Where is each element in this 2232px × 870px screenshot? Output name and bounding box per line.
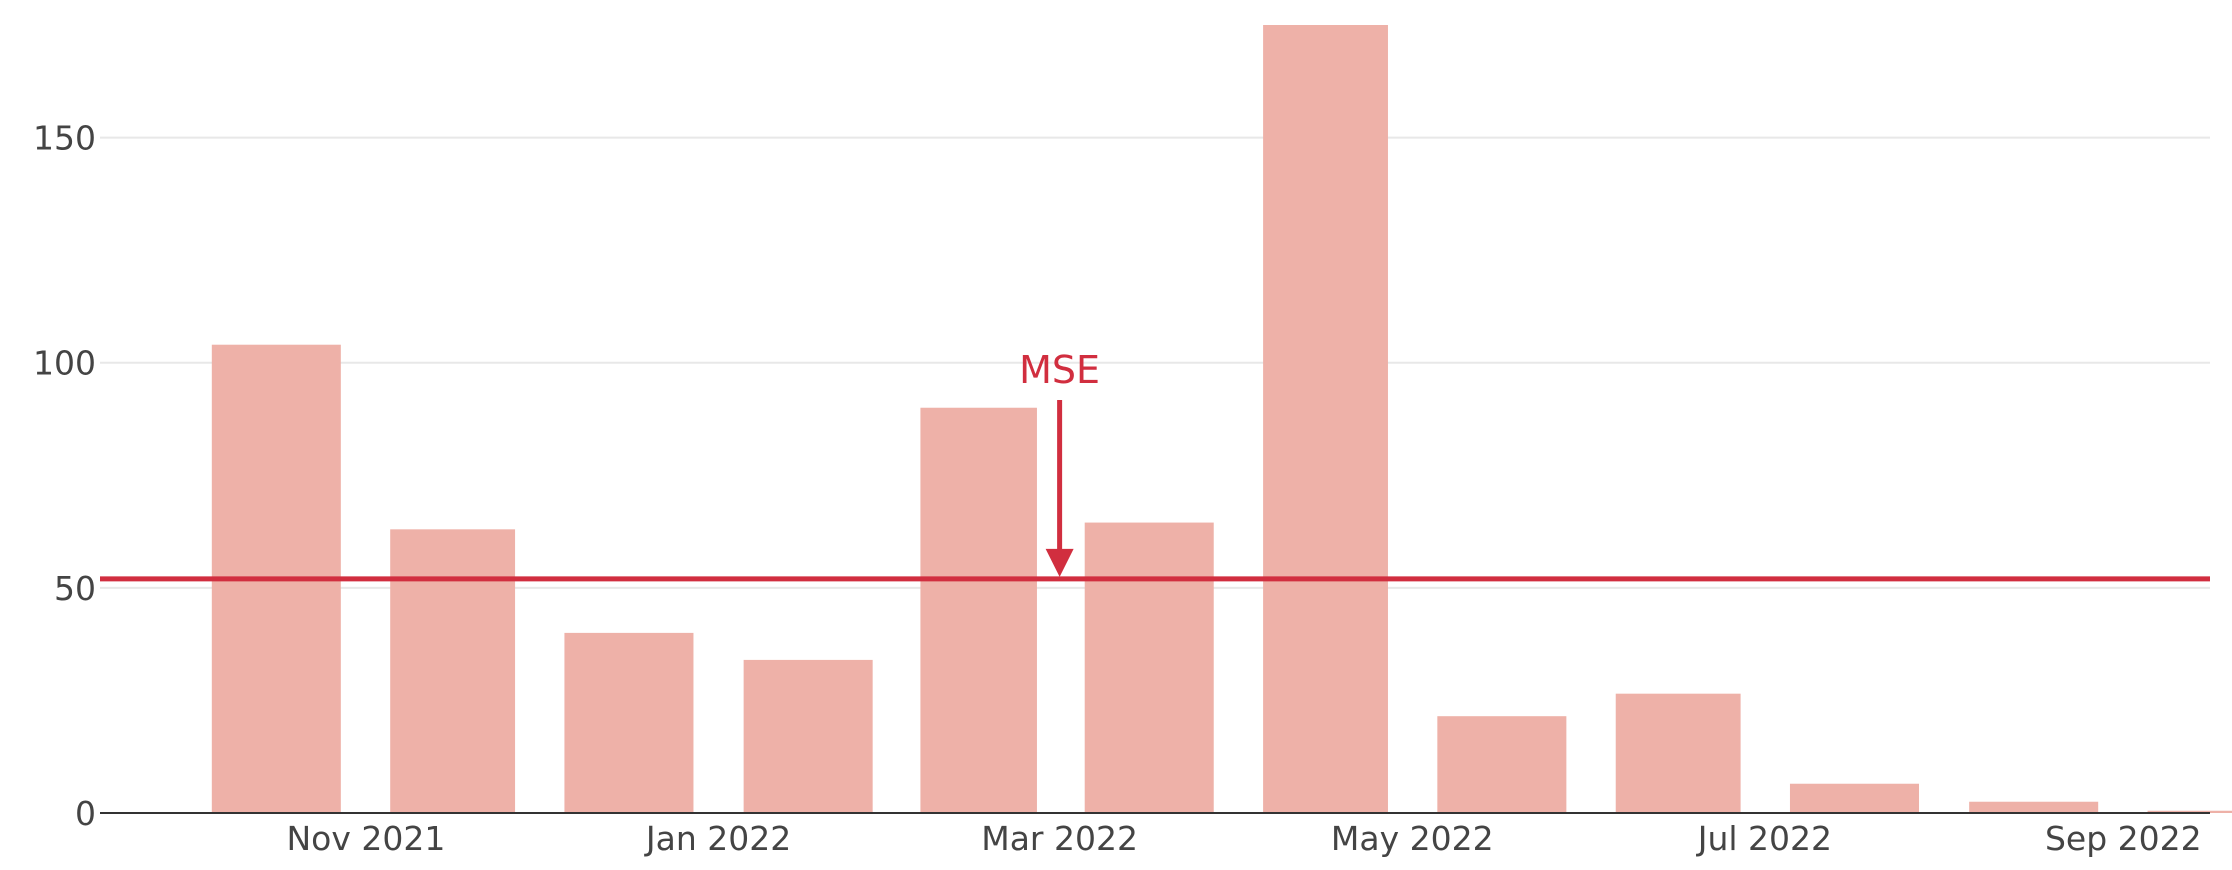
y-axis-ticks: 0 50 100 150 (33, 119, 96, 833)
bar-2022-01 (743, 659, 873, 813)
bar-2022-08 (1969, 801, 2099, 813)
bar-2022-04 (1263, 25, 1388, 813)
bar-2022-07 (1789, 783, 1919, 813)
grid-lines (100, 136, 2210, 589)
bar-2021-11 (390, 529, 516, 813)
x-tick-label: Mar 2022 (981, 819, 1138, 858)
y-tick-label: 100 (33, 344, 96, 383)
x-tick-label: May 2022 (1331, 819, 1494, 858)
bar-2022-02 (920, 407, 1037, 813)
mse-annotation-label: MSE (1019, 348, 1100, 392)
bars (211, 25, 2232, 813)
bar-2022-05 (1437, 716, 1567, 813)
x-tick-label: Jul 2022 (1696, 819, 1832, 858)
bar-2022-03 (1084, 522, 1214, 813)
x-tick-label: Nov 2021 (286, 819, 445, 858)
y-tick-label: 50 (54, 569, 96, 608)
bar-2021-12 (564, 632, 694, 813)
bar-2022-06 (1615, 693, 1741, 813)
annotation-arrow-head (1045, 548, 1074, 577)
mse-annotation: MSE (1019, 348, 1100, 577)
y-tick-label: 150 (33, 119, 96, 158)
bar-2022-09 (2147, 810, 2232, 813)
x-tick-label: Jan 2022 (644, 819, 791, 858)
x-axis-ticks: Nov 2021 Jan 2022 Mar 2022 May 2022 Jul 2022… (286, 819, 2201, 858)
y-tick-label: 0 (75, 794, 96, 833)
x-tick-label: Sep 2022 (2045, 819, 2202, 858)
